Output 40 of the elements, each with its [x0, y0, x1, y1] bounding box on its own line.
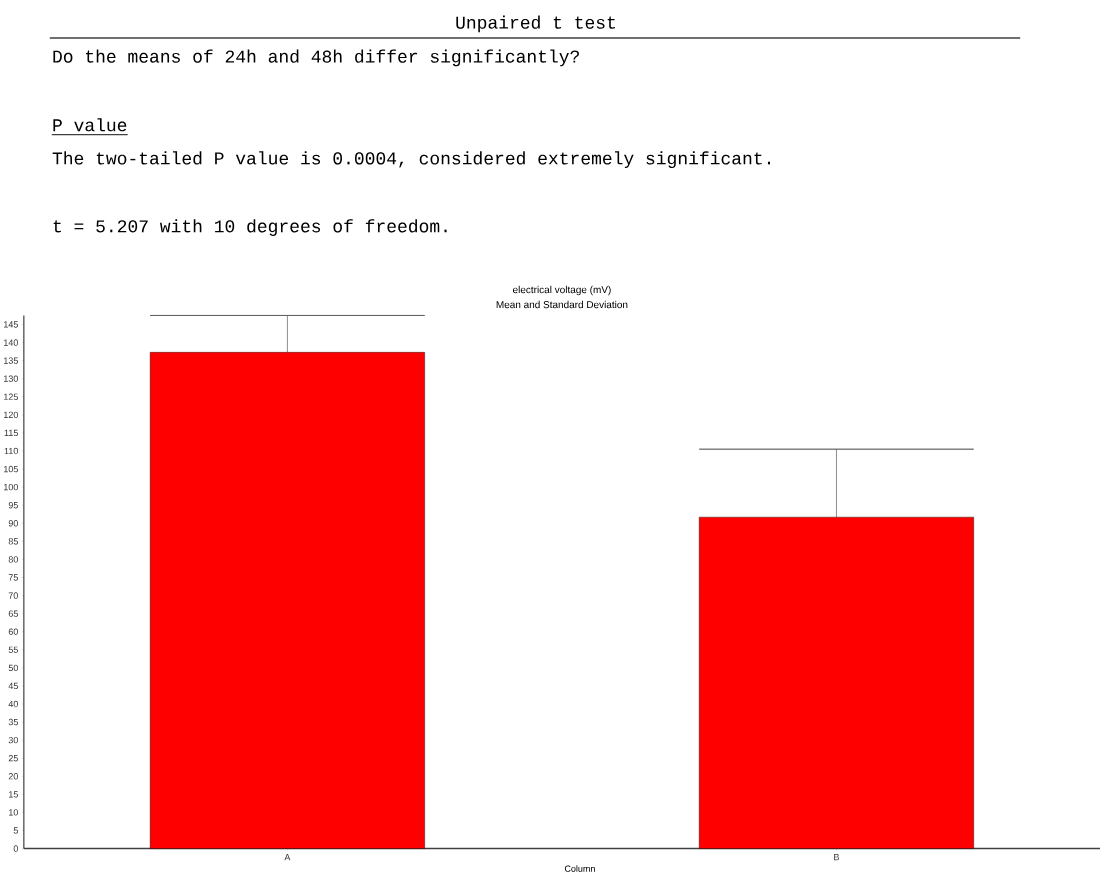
- y-tick-label: 10: [9, 809, 18, 816]
- y-tick-label: 15: [9, 791, 18, 798]
- y-tick-label: 130: [4, 375, 18, 383]
- x-axis-title: Column: [564, 865, 595, 873]
- y-tick-label: 145: [4, 321, 18, 328]
- y-tick-label: 80: [8, 556, 18, 563]
- y-tick-label: 90: [8, 520, 18, 527]
- y-tick-label: 110: [4, 448, 18, 455]
- y-tick-label: 115: [4, 430, 18, 437]
- x-tick-label: A: [284, 854, 291, 861]
- y-tick-label: 75: [8, 574, 18, 581]
- y-tick-label: 135: [4, 357, 18, 365]
- chart-subtitle: Mean and Standard Deviation: [496, 301, 628, 309]
- y-tick-label: 85: [8, 538, 18, 545]
- y-tick-label: 0: [13, 845, 18, 852]
- y-tick-label: 120: [4, 411, 18, 419]
- y-tick-label: 30: [8, 737, 18, 744]
- text: t = 5.207 with 10 degrees of freedom.: [53, 219, 447, 237]
- y-tick-label: 100: [4, 484, 18, 491]
- text: The two-tailed P value is 0.0004, considered extremely significant.: [52, 151, 771, 169]
- y-tick-label: 25: [8, 755, 18, 762]
- y-tick-label: 55: [8, 646, 18, 654]
- y-tick-label: 45: [8, 683, 18, 690]
- text: Do the means of 24h and 48h differ significantly?: [53, 49, 579, 67]
- x-tick-label: B: [834, 854, 839, 861]
- y-tick-label: 60: [8, 628, 18, 636]
- text: P value: [53, 118, 127, 132]
- y-tick-label: 5: [13, 827, 18, 834]
- y-tick-label: 65: [8, 610, 18, 618]
- y-tick-label: 105: [4, 466, 18, 473]
- y-tick-label: 140: [4, 339, 18, 346]
- text: Unpaired t test: [456, 15, 615, 33]
- y-tick-label: 20: [8, 773, 18, 780]
- y-tick-label: 125: [4, 393, 18, 401]
- y-tick-label: 70: [8, 592, 18, 599]
- y-tick-label: 95: [8, 502, 18, 509]
- chart-title: electrical voltage (mV): [512, 286, 611, 296]
- y-tick-label: 50: [8, 664, 18, 672]
- y-tick-label: 40: [8, 701, 18, 708]
- y-tick-label: 35: [8, 719, 18, 726]
